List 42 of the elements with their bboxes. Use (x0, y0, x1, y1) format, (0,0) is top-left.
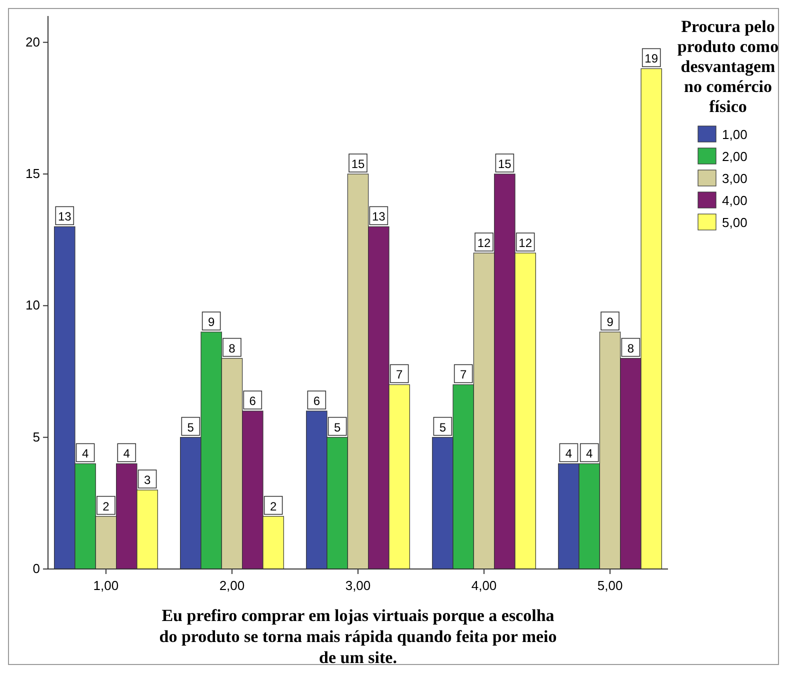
legend-label: 5,00 (722, 215, 748, 230)
data-label: 8 (228, 341, 236, 356)
y-tick-label: 20 (26, 34, 40, 50)
data-label: 2 (270, 499, 277, 514)
data-label: 3 (144, 473, 151, 487)
data-label: 4 (586, 446, 594, 461)
data-label: 8 (627, 341, 634, 356)
y-tick-label: 15 (26, 166, 40, 181)
data-label: 9 (208, 315, 215, 329)
x-tick-label: 5,00 (597, 578, 623, 593)
data-label: 5 (439, 420, 446, 434)
data-label: 5 (334, 420, 341, 434)
data-label: 7 (460, 368, 468, 382)
data-label: 15 (498, 157, 512, 171)
x-tick-label: 3,00 (345, 578, 371, 593)
data-label: 12 (518, 236, 532, 250)
y-tick-label: 10 (26, 298, 40, 313)
x-axis-title: Eu prefiro comprar em lojas virtuais porque a escolha do produto se torna mais rápida quando feita por meio de um site. (159, 606, 557, 667)
data-label: 4 (123, 446, 130, 461)
data-label: 6 (249, 394, 256, 408)
x-tick-label: 4,00 (471, 578, 497, 593)
data-label: 13 (58, 210, 72, 224)
data-label: 19 (644, 52, 658, 66)
data-label: 13 (372, 210, 386, 224)
legend-label: 4,00 (722, 193, 748, 208)
legend-label: 3,00 (722, 171, 748, 186)
data-label: 7 (396, 368, 403, 382)
data-label: 9 (606, 315, 614, 329)
data-label: 12 (477, 236, 492, 250)
x-tick-label: 2,00 (219, 578, 245, 593)
data-label: 4 (565, 446, 572, 461)
data-label: 4 (82, 446, 89, 461)
data-label: 6 (313, 394, 320, 408)
data-label: 5 (187, 420, 194, 434)
y-tick-label: 0 (32, 561, 40, 576)
legend-label: 2,00 (722, 149, 748, 164)
data-label: 15 (351, 157, 365, 171)
legend-title: Procura pelo produto como desvantagem no comércio físico (677, 17, 779, 116)
legend-label: 1,00 (722, 127, 748, 142)
y-tick-label: 5 (32, 429, 40, 444)
x-tick-label: 1,00 (93, 578, 119, 593)
data-label: 2 (102, 499, 110, 514)
